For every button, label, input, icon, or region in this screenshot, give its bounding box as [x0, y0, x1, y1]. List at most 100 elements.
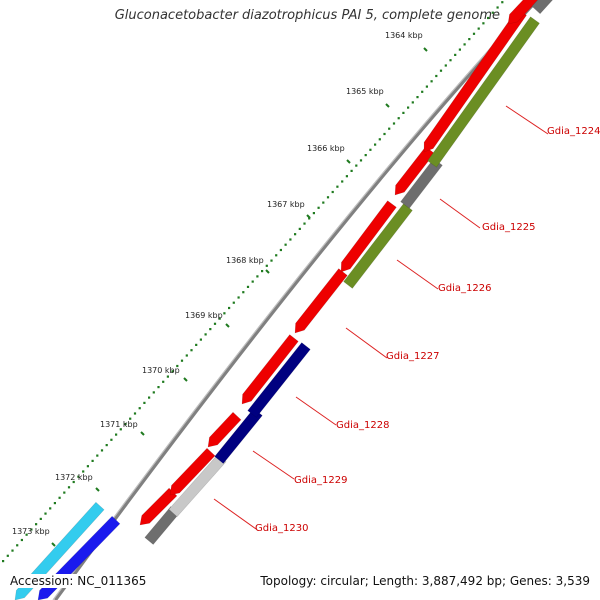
tick-dot: [129, 417, 132, 420]
gene-feature: [394, 146, 435, 196]
gene-feature: [207, 411, 242, 448]
tick-dot: [350, 169, 353, 172]
tick-dots: [2, 1, 504, 563]
kbp-label: 1365 kbp: [346, 87, 384, 96]
tick-dot: [232, 301, 235, 304]
tick-dot: [294, 233, 297, 236]
tick-dot: [501, 1, 504, 4]
tick-dot: [25, 533, 28, 536]
kbp-label: 1373 kbp: [12, 527, 50, 536]
tick-dot: [16, 544, 19, 547]
kbp-tick-mark: [306, 214, 311, 219]
gene-label: Gdia_1226: [438, 283, 491, 294]
tick-dot: [430, 80, 433, 83]
tick-dot: [374, 143, 377, 146]
tick-dot: [312, 212, 315, 215]
backbone-highlight: [52, 1, 534, 600]
tick-dot: [185, 354, 188, 357]
tick-dot: [284, 243, 287, 246]
tick-dot: [63, 491, 66, 494]
tick-dot: [265, 264, 268, 267]
kbp-label: 1369 kbp: [185, 311, 223, 320]
tick-dot: [72, 480, 75, 484]
gene-feature: [531, 0, 553, 15]
tick-dot: [213, 322, 217, 325]
tick-dot: [180, 359, 184, 362]
tick-dot: [44, 512, 47, 515]
tick-dot: [411, 101, 414, 104]
tick-dot: [237, 296, 240, 299]
gene-callout-line: [295, 396, 337, 426]
tick-dot: [157, 386, 160, 389]
kbp-tick-mark: [346, 159, 351, 164]
tick-dot: [162, 380, 165, 383]
tick-dot: [303, 222, 306, 225]
kbp-tick-mark: [225, 323, 230, 328]
tick-dot: [364, 154, 367, 157]
tick-dot: [496, 6, 499, 9]
gene-feature: [294, 268, 348, 334]
tick-dot: [171, 370, 174, 373]
gene-feature: [507, 0, 539, 25]
tick-dot: [209, 328, 212, 331]
tick-dot: [96, 454, 99, 457]
tick-dot: [67, 486, 71, 489]
tick-dot: [388, 127, 391, 130]
kbp-tick-mark: [140, 431, 145, 436]
tick-dot: [482, 22, 485, 25]
gene-feature: [241, 334, 299, 405]
tick-dot: [20, 538, 23, 542]
tick-dot: [251, 280, 254, 283]
tick-dot: [143, 401, 146, 404]
gene-callout-line: [505, 105, 549, 135]
tick-dot: [369, 148, 372, 151]
tick-dot: [407, 106, 410, 109]
gene-feature: [169, 447, 216, 496]
tick-dot: [100, 449, 104, 452]
tick-dot: [11, 549, 14, 552]
tick-dot: [115, 433, 118, 436]
tick-dot: [133, 412, 137, 415]
gene-callout-line: [439, 198, 481, 229]
genome-backbone: [52, 0, 537, 600]
tick-dot: [195, 343, 198, 346]
tick-dot: [289, 238, 292, 241]
tick-dot: [204, 333, 207, 336]
gene-callout-line: [252, 450, 295, 480]
kbp-label: 1370 kbp: [142, 366, 180, 375]
tick-dot: [444, 64, 447, 67]
kbp-tick-mark: [51, 542, 56, 547]
tick-dot: [119, 428, 122, 431]
tick-dot: [270, 259, 273, 262]
tick-dot: [82, 470, 85, 473]
callout-lines: [213, 105, 549, 530]
tick-dot: [110, 438, 113, 441]
kbp-tick-mark: [423, 47, 428, 52]
gene-feature: [247, 342, 311, 418]
tick-dot: [458, 48, 461, 51]
kbp-tick-mark: [183, 377, 188, 382]
tick-dot: [322, 201, 325, 204]
tick-dot: [242, 291, 245, 294]
tick-dot: [148, 396, 151, 399]
tick-dot: [53, 502, 56, 505]
tick-dot: [298, 227, 301, 230]
tick-dot: [439, 69, 443, 72]
tick-dot: [124, 422, 127, 426]
gene-callout-line: [345, 327, 388, 359]
gene-feature: [427, 16, 540, 168]
tick-dot: [487, 16, 490, 20]
kbp-tick-mark: [265, 269, 270, 274]
tick-dot: [435, 74, 438, 78]
kbp-tick-mark: [385, 103, 390, 108]
tick-dot: [336, 185, 339, 188]
backbone-line: [53, 0, 537, 600]
tick-dot: [77, 475, 80, 478]
tick-dot: [341, 180, 344, 183]
tick-dot: [383, 132, 386, 136]
tick-dot: [472, 32, 476, 35]
tick-dot: [326, 196, 330, 199]
tick-dot: [421, 90, 424, 93]
tick-dot: [35, 523, 38, 526]
